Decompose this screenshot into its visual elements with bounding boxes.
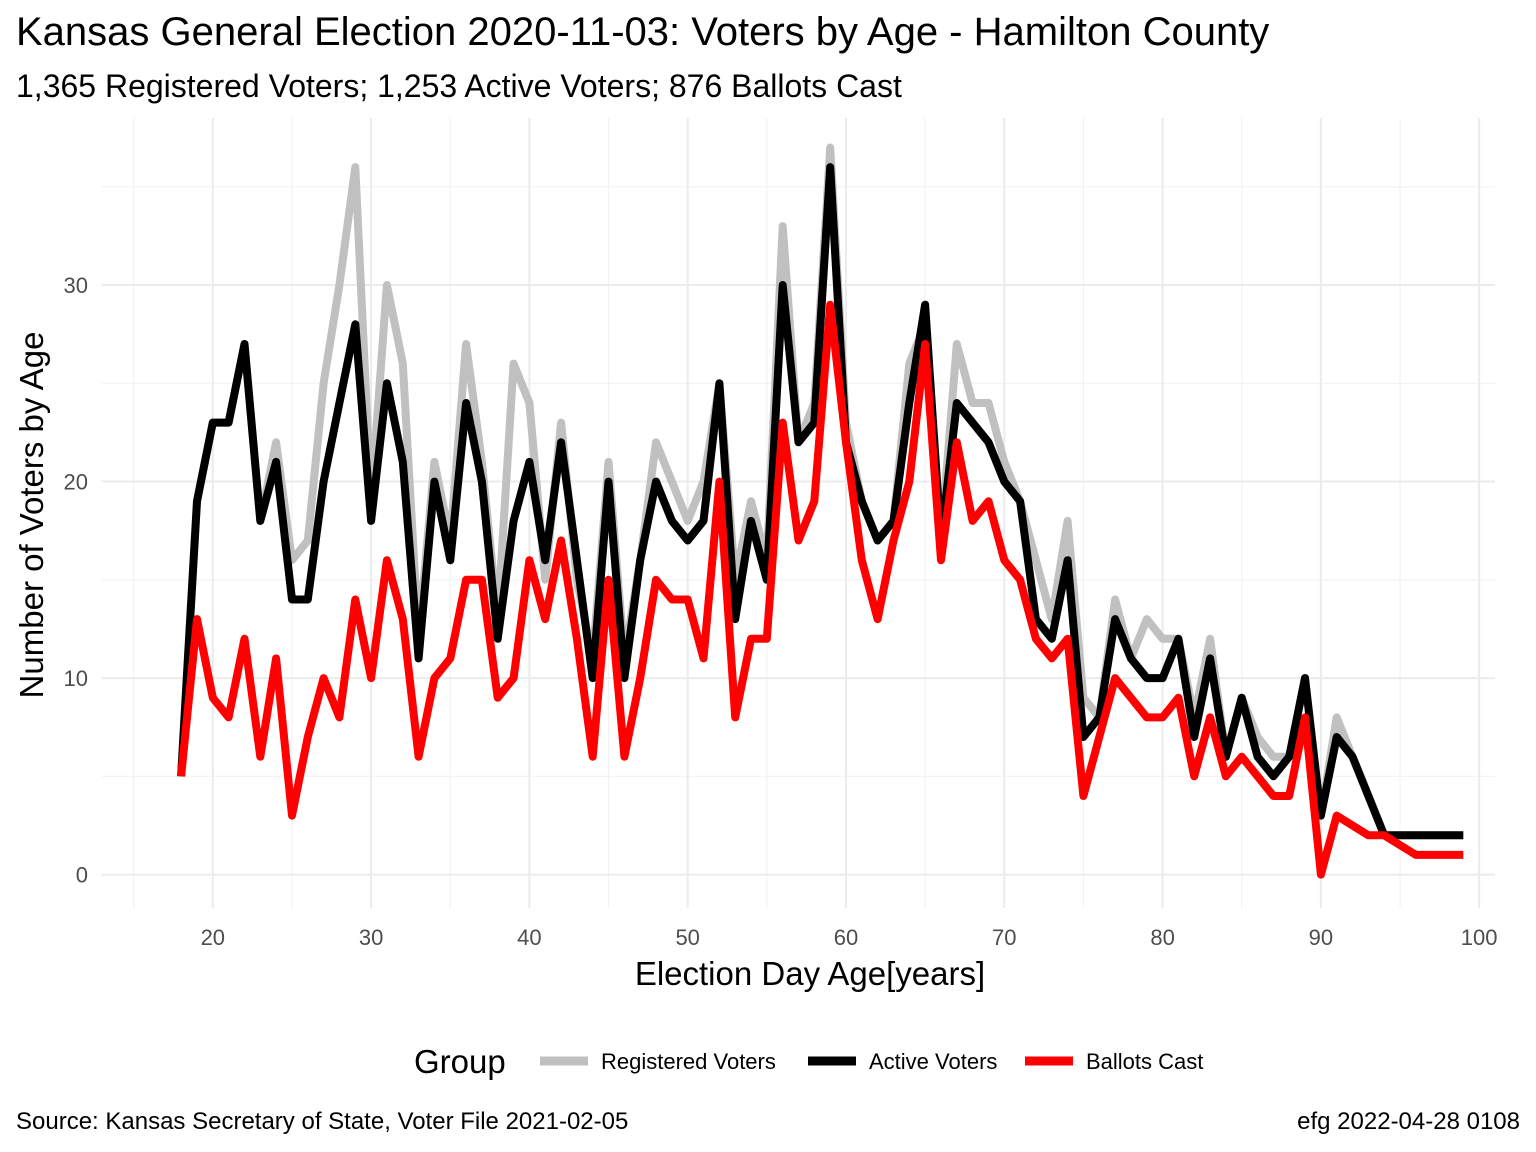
source-caption: Source: Kansas Secretary of State, Voter… [16,1108,629,1135]
series-line-ballots-cast [177,300,1464,879]
x-tick-label: 30 [359,925,383,950]
series-lines [177,143,1464,879]
y-axis-title: Number of Voters by Age [13,332,50,699]
legend-label-registered-voters: Registered Voters [601,1049,776,1074]
x-tick-label: 70 [992,925,1016,950]
legend: Group Registered Voters Active Voters Ball… [414,1043,1203,1080]
y-tick-label: 30 [64,273,88,298]
x-tick-label: 60 [834,925,858,950]
chart-subtitle: 1,365 Registered Voters; 1,253 Active Vo… [16,68,902,104]
series-line-active-voters [177,163,1464,840]
x-tick-labels: 20 30 40 50 60 70 80 90 100 [201,925,1498,950]
x-tick-label: 100 [1461,925,1498,950]
x-tick-label: 40 [517,925,541,950]
x-tick-label: 90 [1309,925,1333,950]
grid-lines [102,118,1495,908]
line-chart: 20 30 40 50 60 70 80 90 100 0 10 20 30 Election Day… [13,118,1498,1080]
x-tick-label: 80 [1150,925,1174,950]
chart-title: Kansas General Election 2020-11-03: Vote… [16,10,1270,54]
y-tick-label: 10 [64,666,88,691]
legend-label-ballots-cast: Ballots Cast [1086,1049,1203,1074]
y-tick-label: 20 [64,470,88,495]
x-tick-label: 20 [201,925,225,950]
credit-caption: efg 2022-04-28 0108 [1297,1108,1520,1135]
legend-title: Group [414,1043,506,1080]
legend-label-active-voters: Active Voters [869,1049,997,1074]
x-axis-title: Election Day Age[years] [635,955,985,992]
y-tick-labels: 0 10 20 30 [64,273,88,888]
y-tick-label: 0 [76,863,88,888]
x-tick-label: 50 [675,925,699,950]
